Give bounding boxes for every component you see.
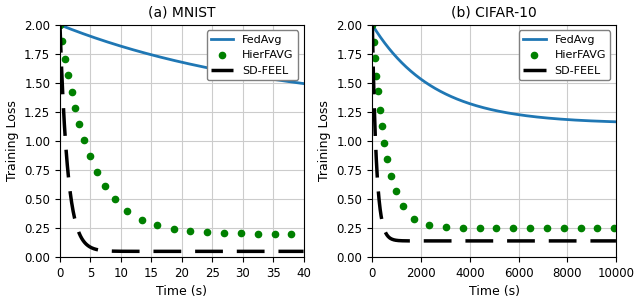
HierFAVG [394,194,401,198]
SD-FEEL [467,239,475,243]
SD-FEEL [559,239,566,243]
SD-FEEL [563,239,571,243]
HierFAVG [476,226,483,230]
SD-FEEL [476,239,483,243]
Line: FedAvg: FedAvg [372,25,616,122]
HierFAVG [612,226,620,230]
Title: (b) CIFAR-10: (b) CIFAR-10 [451,5,537,19]
HierFAVG [300,232,307,236]
SD-FEEL [536,239,544,243]
Legend: FedAvg, HierFAVG, SD-FEEL: FedAvg, HierFAVG, SD-FEEL [207,30,298,81]
Line: SD-FEEL: SD-FEEL [60,25,303,251]
FedAvg [250,74,258,78]
SD-FEEL [529,239,536,243]
FedAvg [394,56,401,60]
HierFAVG [81,140,89,143]
SD-FEEL [163,250,171,253]
X-axis label: Time (s): Time (s) [468,285,520,299]
FedAvg [467,102,475,106]
X-axis label: Time (s): Time (s) [156,285,207,299]
HierFAVG [369,23,376,27]
FedAvg [300,82,307,85]
FedAvg [246,74,253,78]
Line: FedAvg: FedAvg [60,25,303,84]
FedAvg [559,117,566,121]
HierFAVG [536,226,543,230]
HierFAVG [155,224,163,227]
SD-FEEL [223,250,231,253]
SD-FEEL [155,250,163,253]
Y-axis label: Training Loss: Training Loss [6,101,19,181]
HierFAVG [246,232,253,235]
FedAvg [369,23,376,27]
FedAvg [223,70,231,74]
SD-FEEL [612,239,620,243]
HierFAVG [250,232,258,235]
FedAvg [81,33,89,36]
SD-FEEL [394,239,401,242]
SD-FEEL [250,250,258,253]
FedAvg [163,57,171,60]
HierFAVG [563,226,570,230]
Title: (a) MNIST: (a) MNIST [148,5,216,19]
Legend: FedAvg, HierFAVG, SD-FEEL: FedAvg, HierFAVG, SD-FEEL [519,30,611,81]
FedAvg [155,55,163,58]
HierFAVG [559,226,566,230]
HierFAVG [223,231,231,235]
SD-FEEL [246,250,253,253]
Line: HierFAVG: HierFAVG [369,22,619,231]
Line: HierFAVG: HierFAVG [57,22,307,237]
HierFAVG [56,23,64,27]
SD-FEEL [300,250,307,253]
SD-FEEL [56,23,64,27]
FedAvg [563,118,570,121]
FedAvg [612,120,620,124]
FedAvg [476,105,483,109]
SD-FEEL [81,241,89,244]
FedAvg [56,23,64,27]
HierFAVG [163,226,171,230]
Y-axis label: Training Loss: Training Loss [318,101,331,181]
Line: SD-FEEL: SD-FEEL [372,25,616,241]
FedAvg [536,116,543,119]
SD-FEEL [369,23,376,27]
HierFAVG [467,226,475,230]
